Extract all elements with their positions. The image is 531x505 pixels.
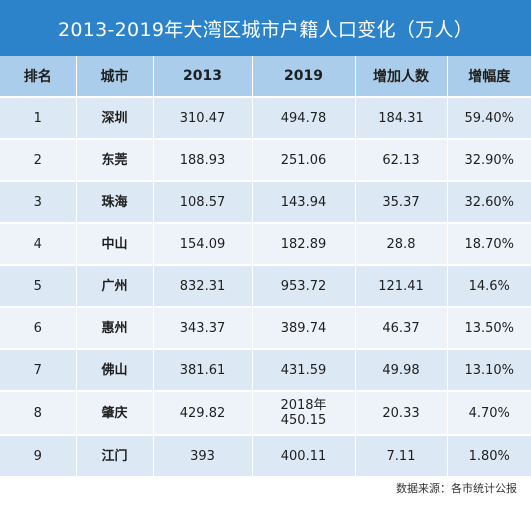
cell-2013: 188.93 — [153, 139, 253, 182]
cell-increase: 7.11 — [355, 435, 448, 478]
cell-2019-note: 2018年 — [280, 398, 327, 413]
cell-growth-rate: 32.60% — [447, 181, 531, 224]
cell-growth-rate: 32.90% — [447, 139, 531, 182]
header-increase: 增加人数 — [355, 56, 448, 98]
cell-2013: 108.57 — [153, 181, 253, 224]
cell-growth-rate: 14.6% — [447, 265, 531, 308]
header-2013: 2013 — [153, 56, 253, 98]
cell-2013: 429.82 — [153, 391, 253, 436]
cell-rank: 8 — [0, 391, 77, 436]
cell-city: 江门 — [76, 435, 154, 478]
table-row: 4 中山 154.09 182.89 28.8 18.70% — [0, 223, 531, 266]
cell-growth-rate: 59.40% — [447, 97, 531, 140]
cell-growth-rate: 18.70% — [447, 223, 531, 266]
cell-rank: 3 — [0, 181, 77, 224]
cell-rank: 7 — [0, 349, 77, 392]
cell-growth-rate: 1.80% — [447, 435, 531, 478]
cell-2013: 154.09 — [153, 223, 253, 266]
cell-increase: 46.37 — [355, 307, 448, 350]
table-row: 3 珠海 108.57 143.94 35.37 32.60% — [0, 181, 531, 224]
table-row: 2 东莞 188.93 251.06 62.13 32.90% — [0, 139, 531, 182]
header-growth-rate: 增幅度 — [447, 56, 531, 98]
cell-city: 肇庆 — [76, 391, 154, 436]
cell-2019-value: 450.15 — [280, 413, 327, 428]
cell-2019: 143.94 — [252, 181, 356, 224]
cell-rank: 5 — [0, 265, 77, 308]
data-source-note: 数据来源：各市统计公报 — [396, 482, 517, 495]
cell-city: 佛山 — [76, 349, 154, 392]
table-row: 7 佛山 381.61 431.59 49.98 13.10% — [0, 349, 531, 392]
table-header-row: 排名 城市 2013 2019 增加人数 增幅度 — [0, 56, 531, 98]
table-row: 6 惠州 343.37 389.74 46.37 13.50% — [0, 307, 531, 350]
cell-growth-rate: 13.10% — [447, 349, 531, 392]
cell-2019: 251.06 — [252, 139, 356, 182]
cell-2019: 400.11 — [252, 435, 356, 478]
population-table: 排名 城市 2013 2019 增加人数 增幅度 1 深圳 310.47 494… — [0, 56, 531, 478]
cell-2013: 393 — [153, 435, 253, 478]
cell-increase: 184.31 — [355, 97, 448, 140]
cell-increase: 49.98 — [355, 349, 448, 392]
cell-2013: 343.37 — [153, 307, 253, 350]
table-title: 2013-2019年大湾区城市户籍人口变化（万人） — [0, 0, 531, 56]
cell-2013: 381.61 — [153, 349, 253, 392]
cell-city: 东莞 — [76, 139, 154, 182]
table-row: 5 广州 832.31 953.72 121.41 14.6% — [0, 265, 531, 308]
cell-increase: 20.33 — [355, 391, 448, 436]
header-rank: 排名 — [0, 56, 77, 98]
cell-2019: 494.78 — [252, 97, 356, 140]
cell-increase: 35.37 — [355, 181, 448, 224]
cell-2019: 431.59 — [252, 349, 356, 392]
cell-growth-rate: 4.70% — [447, 391, 531, 436]
cell-city: 广州 — [76, 265, 154, 308]
cell-growth-rate: 13.50% — [447, 307, 531, 350]
cell-2019: 2018年 450.15 — [252, 391, 356, 436]
table-row: 8 肇庆 429.82 2018年 450.15 20.33 4.70% — [0, 391, 531, 436]
cell-2019: 182.89 — [252, 223, 356, 266]
cell-rank: 4 — [0, 223, 77, 266]
cell-rank: 1 — [0, 97, 77, 140]
cell-city: 惠州 — [76, 307, 154, 350]
cell-city: 深圳 — [76, 97, 154, 140]
header-2019: 2019 — [252, 56, 356, 98]
cell-2019: 389.74 — [252, 307, 356, 350]
cell-city: 中山 — [76, 223, 154, 266]
cell-increase: 28.8 — [355, 223, 448, 266]
table-row: 1 深圳 310.47 494.78 184.31 59.40% — [0, 97, 531, 140]
cell-2013: 832.31 — [153, 265, 253, 308]
cell-rank: 2 — [0, 139, 77, 182]
cell-increase: 62.13 — [355, 139, 448, 182]
cell-rank: 6 — [0, 307, 77, 350]
cell-increase: 121.41 — [355, 265, 448, 308]
table-row: 9 江门 393 400.11 7.11 1.80% — [0, 435, 531, 478]
cell-2019: 953.72 — [252, 265, 356, 308]
header-city: 城市 — [76, 56, 154, 98]
cell-rank: 9 — [0, 435, 77, 478]
cell-2013: 310.47 — [153, 97, 253, 140]
cell-city: 珠海 — [76, 181, 154, 224]
